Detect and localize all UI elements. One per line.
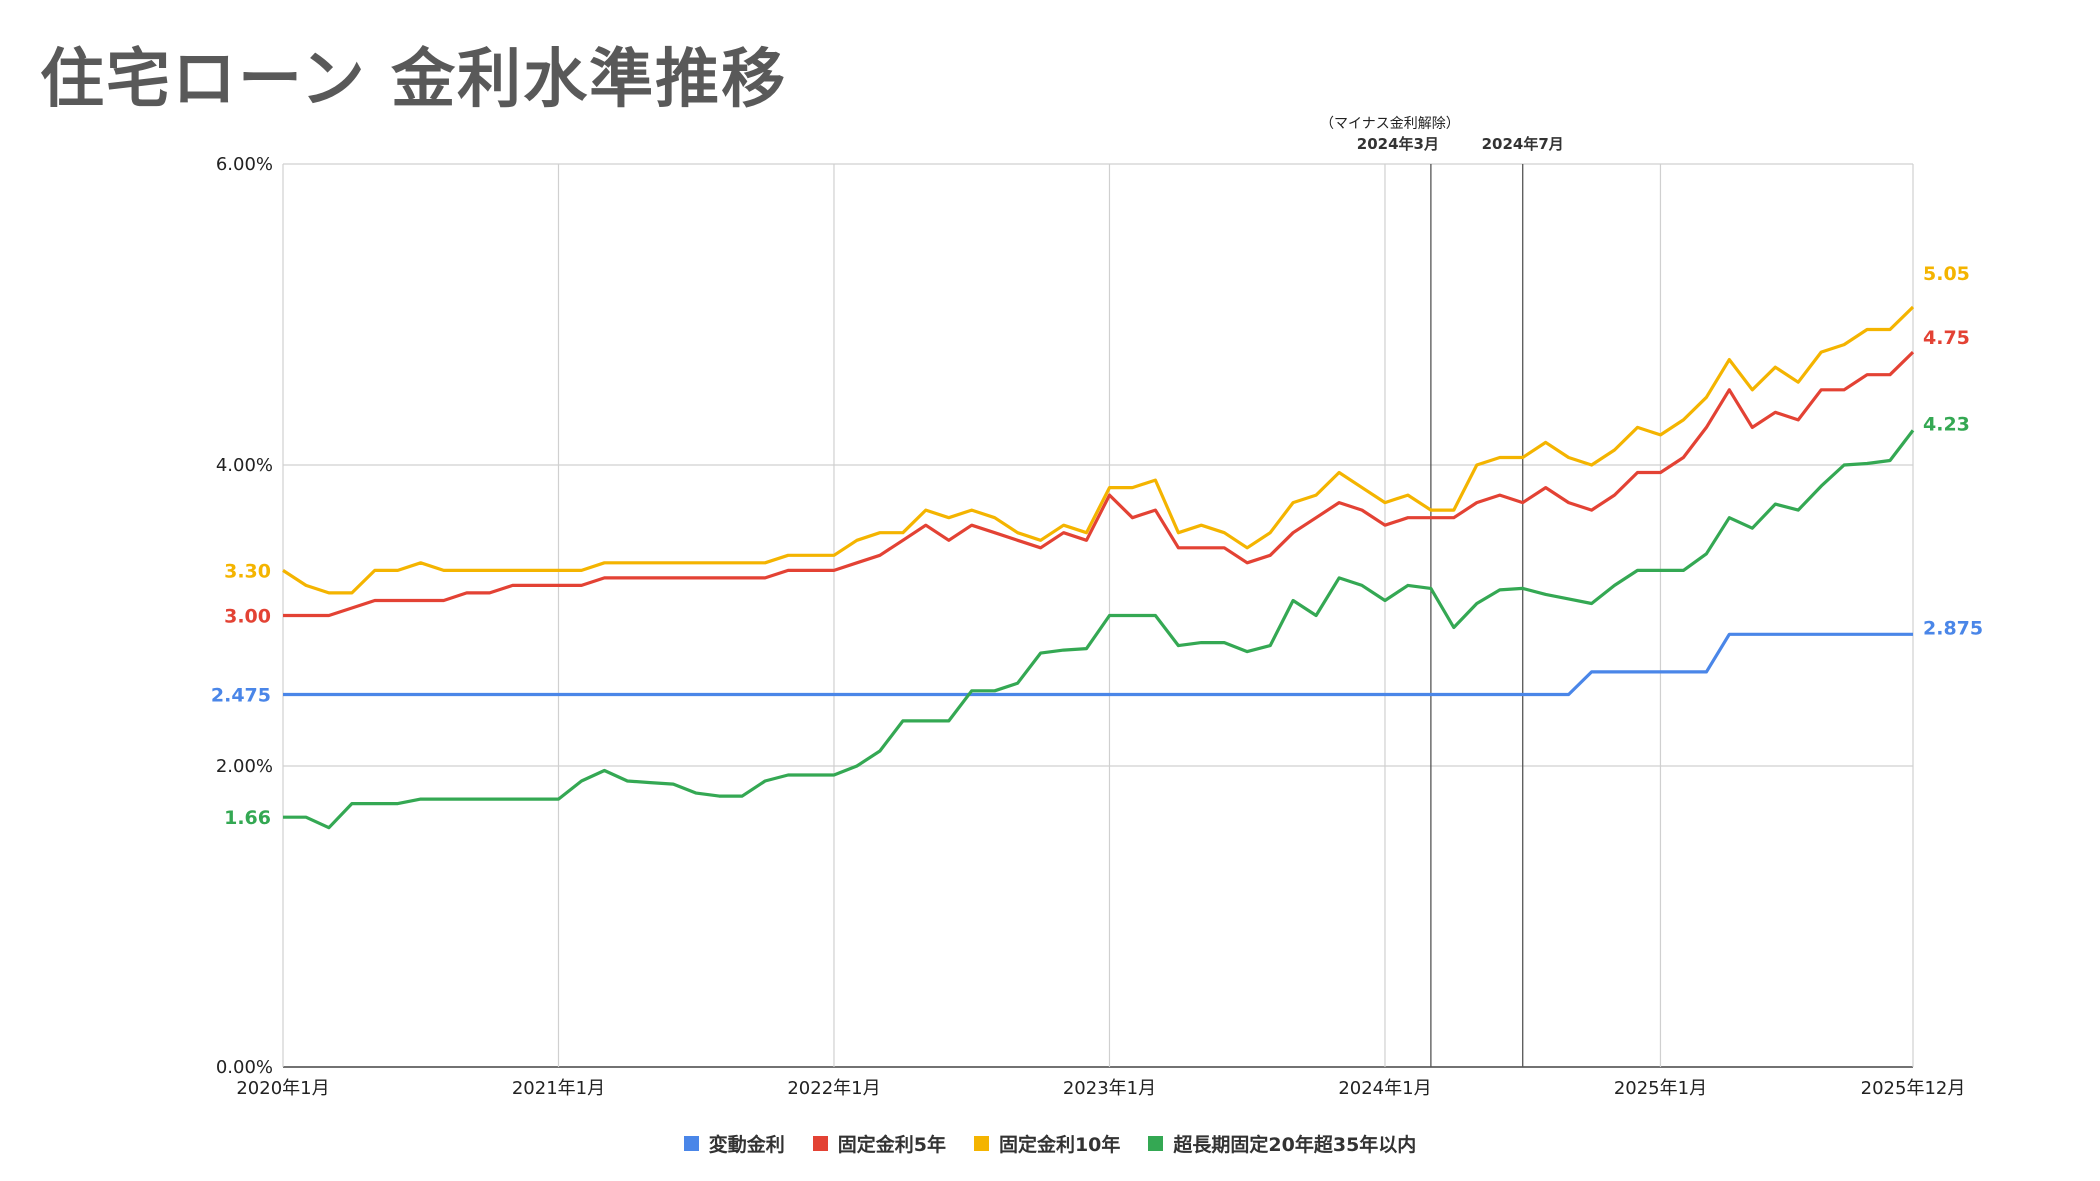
legend-swatch [812, 1136, 828, 1151]
x-tick-label: 2023年1月 [1063, 1078, 1156, 1099]
series-end-label: 2.875 [1923, 617, 1983, 639]
chart-series [282, 305, 1915, 830]
x-tick-label: 2021年1月 [512, 1078, 605, 1099]
legend-label: 固定金利10年 [998, 1134, 1121, 1156]
annotation-note: （マイナス金利解除） [1320, 116, 1460, 132]
series-start-label: 3.30 [224, 560, 271, 582]
x-tick-label: 2024年1月 [1338, 1078, 1431, 1099]
series-line [282, 305, 1915, 595]
x-tick-label: 2025年1月 [1614, 1078, 1707, 1099]
legend-item: 固定金利5年 [812, 1130, 946, 1157]
chart-labels: 0.00% 2.00% 4.00% 6.00% 2020年1月 2021年1月 2022年1… [211, 154, 1983, 1099]
y-tick-label: 4.00% [216, 455, 273, 476]
series-start-label: 1.66 [224, 807, 271, 829]
legend-item: 変動金利 [683, 1130, 785, 1157]
series-start-label: 3.00 [224, 606, 271, 628]
y-tick-label: 6.00% [216, 154, 273, 175]
legend-label: 超長期固定20年超35年以内 [1173, 1134, 1417, 1156]
legend-label: 変動金利 [708, 1134, 785, 1156]
series-end-label: 4.23 [1923, 413, 1970, 435]
series-end-label: 5.05 [1923, 263, 1970, 285]
legend-item: 固定金利10年 [973, 1130, 1121, 1157]
legend-swatch [973, 1136, 989, 1151]
x-tick-label: 2025年12月 [1861, 1078, 1966, 1099]
annotation-label: 2024年3月 [1357, 135, 1439, 153]
x-tick-label: 2022年1月 [787, 1078, 880, 1099]
page-title: 住宅ローン 金利水準推移 [40, 43, 788, 117]
y-tick-label: 2.00% [216, 756, 273, 777]
legend-swatch [683, 1136, 699, 1151]
series-start-label: 2.475 [211, 685, 271, 707]
legend-swatch [1148, 1136, 1164, 1151]
y-tick-label: 0.00% [216, 1057, 273, 1078]
series-end-label: 4.75 [1923, 327, 1970, 349]
series-line [283, 632, 1913, 697]
chart-legend: 変動金利 固定金利5年 固定金利10年 超長期固定20年超35年以内 [0, 1130, 2100, 1157]
series-line [283, 429, 1915, 830]
legend-item: 超長期固定20年超35年以内 [1148, 1130, 1416, 1157]
chart-grid [282, 163, 1914, 1068]
annotation-label: 2024年7月 [1482, 135, 1564, 153]
legend-label: 固定金利5年 [837, 1134, 946, 1156]
series-line [283, 350, 1915, 618]
x-tick-label: 2020年1月 [236, 1078, 329, 1099]
chart-annotations: （マイナス金利解除） 2024年3月 2024年7月 [1320, 116, 1564, 1067]
